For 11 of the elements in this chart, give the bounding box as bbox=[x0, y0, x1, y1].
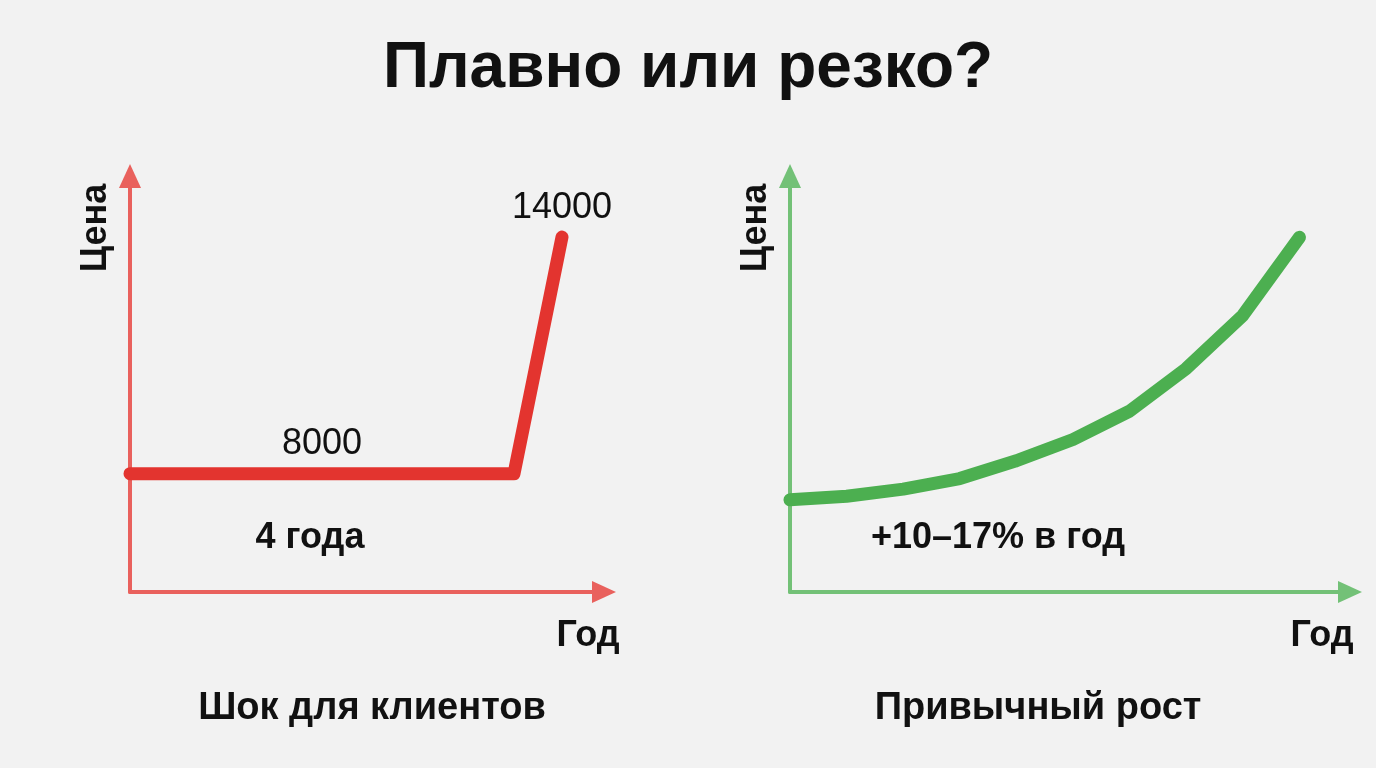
x-axis-title: Год bbox=[556, 612, 620, 654]
data-label: 8000 bbox=[281, 421, 363, 463]
data-label: 14000 bbox=[511, 184, 613, 226]
text: Шок для клиентов bbox=[198, 685, 546, 727]
y-axis-title: Цена bbox=[732, 182, 774, 273]
annotation: +10–17% в год bbox=[870, 514, 1126, 556]
text: Привычный рост bbox=[874, 685, 1202, 727]
x-axis-title: Год bbox=[1290, 612, 1354, 654]
annotation: 4 года bbox=[255, 514, 366, 556]
chart-title: Плавно или резко? bbox=[381, 28, 995, 102]
y-axis-title: Цена bbox=[72, 182, 114, 273]
